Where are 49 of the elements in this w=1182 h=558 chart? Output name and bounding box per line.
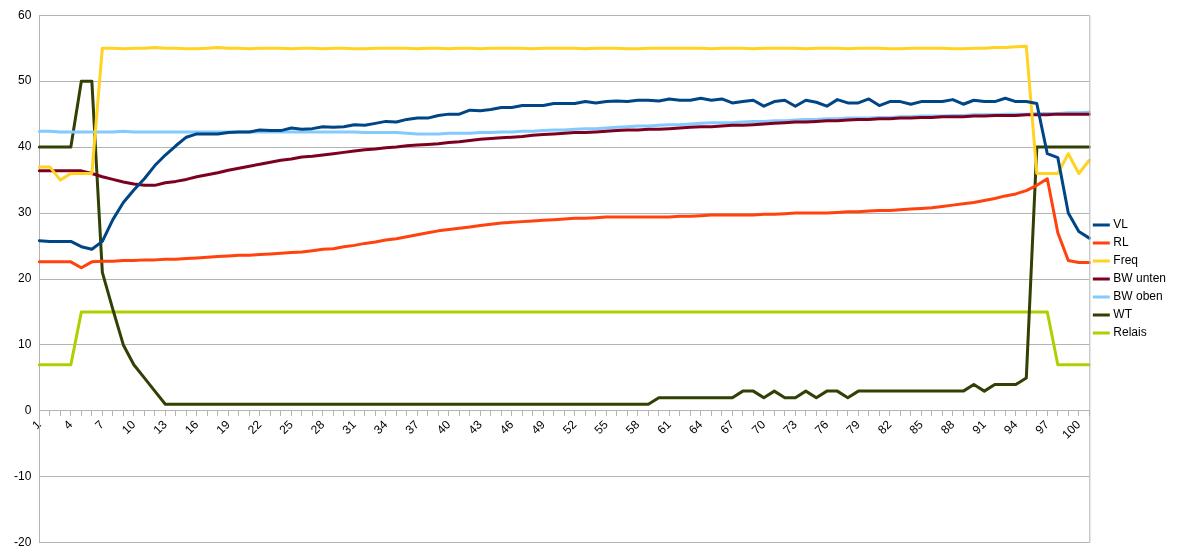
x-tick-label: 76 bbox=[811, 417, 832, 437]
x-tick-label: 34 bbox=[370, 417, 391, 437]
x-tick-label: 37 bbox=[402, 417, 423, 437]
x-tick-label: 10 bbox=[118, 417, 139, 437]
legend-label: RL bbox=[1113, 235, 1129, 250]
x-tick-label: 82 bbox=[874, 417, 895, 437]
x-tick-label: 7 bbox=[92, 417, 108, 433]
x-tick-label: 73 bbox=[780, 417, 800, 437]
x-tick-label: 16 bbox=[181, 417, 202, 437]
y-tick-label: 40 bbox=[17, 139, 32, 154]
x-tick-label: 64 bbox=[685, 417, 706, 437]
x-tick-label: 79 bbox=[843, 417, 863, 437]
y-tick-label: 0 bbox=[24, 403, 32, 418]
x-tick-label: 49 bbox=[528, 417, 549, 437]
x-tick-label: 25 bbox=[276, 417, 297, 437]
x-tick-label: 85 bbox=[906, 417, 926, 437]
y-tick-label: 60 bbox=[17, 7, 32, 22]
y-tick-label: 30 bbox=[17, 205, 32, 220]
x-tick-label: 46 bbox=[496, 417, 517, 437]
legend-label: VL bbox=[1113, 217, 1129, 232]
y-tick-label: 20 bbox=[17, 271, 32, 286]
x-tick-label: 13 bbox=[150, 417, 171, 437]
x-tick-label: 22 bbox=[244, 417, 265, 437]
x-tick-label: 4 bbox=[60, 417, 76, 433]
x-tick-label: 97 bbox=[1032, 417, 1052, 437]
x-tick-label: 91 bbox=[969, 417, 989, 437]
x-tick-label: 31 bbox=[339, 417, 360, 437]
legend-label: BW oben bbox=[1113, 289, 1163, 304]
legend-label: Freq bbox=[1113, 253, 1138, 268]
x-tick-label: 40 bbox=[433, 417, 454, 437]
x-tick-label: 52 bbox=[559, 417, 580, 437]
legend-label: WT bbox=[1113, 307, 1133, 322]
x-tick-label: 94 bbox=[1000, 417, 1021, 437]
legend-label: BW unten bbox=[1113, 271, 1167, 286]
x-tick-label: 70 bbox=[748, 417, 769, 437]
x-tick-label: 55 bbox=[591, 417, 612, 437]
legend-label: Relais bbox=[1113, 325, 1147, 340]
x-tick-label: 88 bbox=[937, 417, 958, 437]
y-tick-label: 50 bbox=[17, 73, 32, 88]
x-tick-label: 43 bbox=[465, 417, 486, 437]
x-tick-label: 28 bbox=[307, 417, 328, 437]
x-tick-label: 67 bbox=[717, 417, 738, 437]
y-tick-label: 10 bbox=[17, 337, 32, 352]
x-tick-label: 100 bbox=[1059, 417, 1084, 442]
x-tick-label: 19 bbox=[213, 417, 234, 437]
y-tick-label: -20 bbox=[14, 535, 32, 550]
x-tick-label: 61 bbox=[654, 417, 675, 437]
x-tick-label: 58 bbox=[622, 417, 643, 437]
y-tick-label: -10 bbox=[14, 469, 32, 484]
